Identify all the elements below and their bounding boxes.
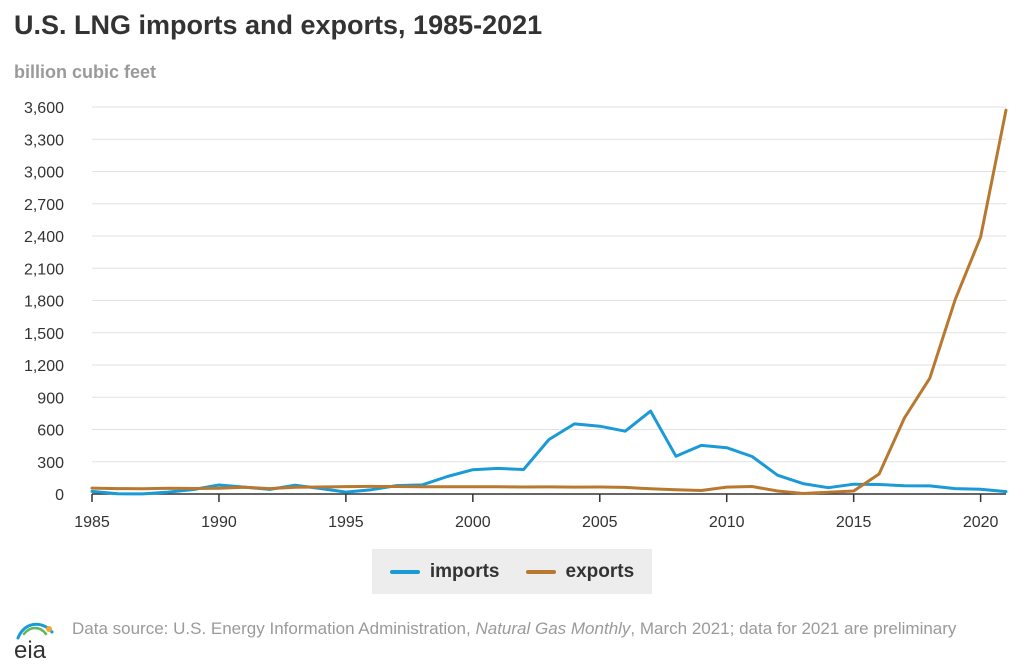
y-axis-ticks: 0 300 600 900 1,200 1,500 1,800 2,100 2,400 2,700… — [24, 100, 64, 504]
gridlines — [92, 106, 1006, 463]
x-tick-label: 1985 — [74, 514, 110, 531]
series-line-exports — [90, 108, 1008, 495]
y-tick-label: 3,000 — [24, 165, 64, 182]
legend-item-imports: imports — [389, 560, 500, 583]
y-tick-label: 2,400 — [24, 229, 64, 246]
eia-logo: eia — [14, 622, 54, 662]
y-tick-label: 3,600 — [24, 100, 64, 117]
data-source-note: Data source: U.S. Energy Information Adm… — [72, 618, 1012, 640]
legend-swatch-exports — [525, 569, 556, 574]
y-tick-label: 3,300 — [24, 132, 64, 149]
y-tick-label: 2,700 — [24, 197, 64, 214]
x-tick-label: 2010 — [709, 514, 745, 531]
legend: imports exports — [372, 549, 652, 594]
y-tick-label: 600 — [37, 423, 64, 440]
legend-item-exports: exports — [525, 560, 635, 583]
y-tick-label: 1,200 — [24, 358, 64, 375]
y-tick-label: 1,800 — [24, 294, 64, 311]
source-prefix: Data source: U.S. Energy Information Adm… — [72, 619, 476, 638]
x-tick-label: 2000 — [455, 514, 491, 531]
x-tick-label: 2015 — [836, 514, 872, 531]
x-tick-label: 2005 — [582, 514, 618, 531]
line-chart: 0 300 600 900 1,200 1,500 1,800 2,100 2,400 2,700… — [24, 100, 1008, 531]
x-axis-ticks: 1985 1990 1995 2000 2005 2010 2015 2020 — [74, 493, 1006, 531]
y-axis-unit-label: billion cubic feet — [14, 62, 157, 82]
chart-title: U.S. LNG imports and exports, 1985-2021 — [14, 10, 543, 40]
legend-label-imports: imports — [429, 560, 500, 582]
y-tick-label: 1,500 — [24, 326, 64, 343]
legend-swatch-imports — [389, 569, 420, 574]
y-tick-label: 2,100 — [24, 261, 64, 278]
x-tick-label: 1990 — [201, 514, 237, 531]
x-tick-label: 2020 — [963, 514, 999, 531]
y-tick-label: 900 — [37, 390, 64, 407]
y-tick-label: 0 — [55, 487, 64, 504]
y-tick-label: 300 — [37, 455, 64, 472]
source-publication: Natural Gas Monthly — [475, 619, 631, 638]
legend-label-exports: exports — [565, 560, 635, 582]
source-suffix: , March 2021; data for 2021 are prelimin… — [630, 619, 957, 638]
series-lines — [90, 108, 1008, 496]
x-tick-label: 1995 — [328, 514, 364, 531]
eia-logo-text: eia — [14, 637, 47, 662]
